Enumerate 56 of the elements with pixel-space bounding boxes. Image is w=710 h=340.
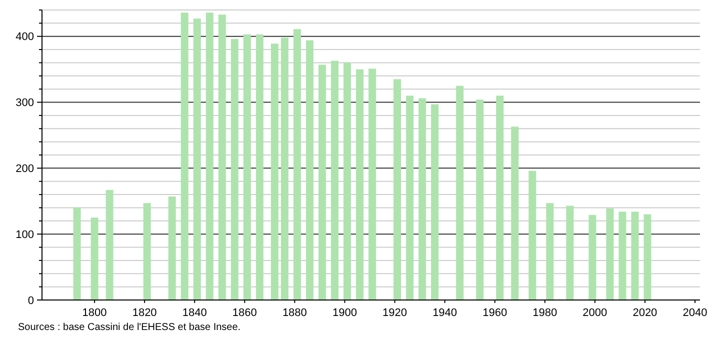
bar [280,38,288,300]
x-tick-label: 2020 [632,307,658,319]
bar [318,64,326,300]
bar [631,212,639,300]
bar [193,18,201,300]
y-tick-label: 400 [16,31,34,44]
bar [368,68,376,300]
bar [106,190,114,300]
x-tick-label: 1840 [182,307,207,319]
y-tick-label: 200 [16,163,34,176]
bar [306,40,314,300]
y-tick-label: 0 [28,294,34,307]
bar [546,203,554,300]
bar [588,214,596,300]
bar [143,203,151,300]
x-tick-label: 1800 [82,307,107,319]
bar [206,12,214,300]
x-tick-label: 1940 [432,307,458,319]
x-tick-label: 2000 [582,307,608,319]
bar [496,96,504,300]
bar [618,212,626,300]
x-tick-label: 1820 [132,307,157,319]
bar [180,12,188,300]
source-note: Sources : base Cassini de l'EHESS et base Insee. [18,322,241,333]
bar [606,208,614,300]
bar [511,126,519,300]
bar [456,86,464,300]
bar [431,104,439,300]
y-tick-label: 100 [16,228,34,241]
bar [256,34,264,300]
bar [418,98,426,300]
x-tick-label: 1980 [532,307,558,319]
x-tick-label: 1960 [482,307,508,319]
y-tick-label: 300 [16,97,34,110]
bar [356,69,364,300]
bar [73,208,81,300]
bar [528,170,536,300]
bar [218,14,226,300]
x-tick-label: 1860 [232,307,257,319]
bar [343,62,351,300]
bar [330,60,338,300]
x-tick-label: 2040 [682,307,708,319]
bar [394,79,402,300]
bar [406,96,414,300]
x-tick-label: 1900 [332,307,357,319]
bar [476,100,484,300]
bar [90,218,98,300]
bar [293,29,301,300]
bar [644,214,652,300]
x-tick-label: 1920 [382,307,408,319]
bar [243,34,251,300]
x-tick-label: 1880 [282,307,307,319]
bar [230,39,238,300]
bar [566,206,574,300]
bar [270,44,278,300]
bar [168,196,176,300]
